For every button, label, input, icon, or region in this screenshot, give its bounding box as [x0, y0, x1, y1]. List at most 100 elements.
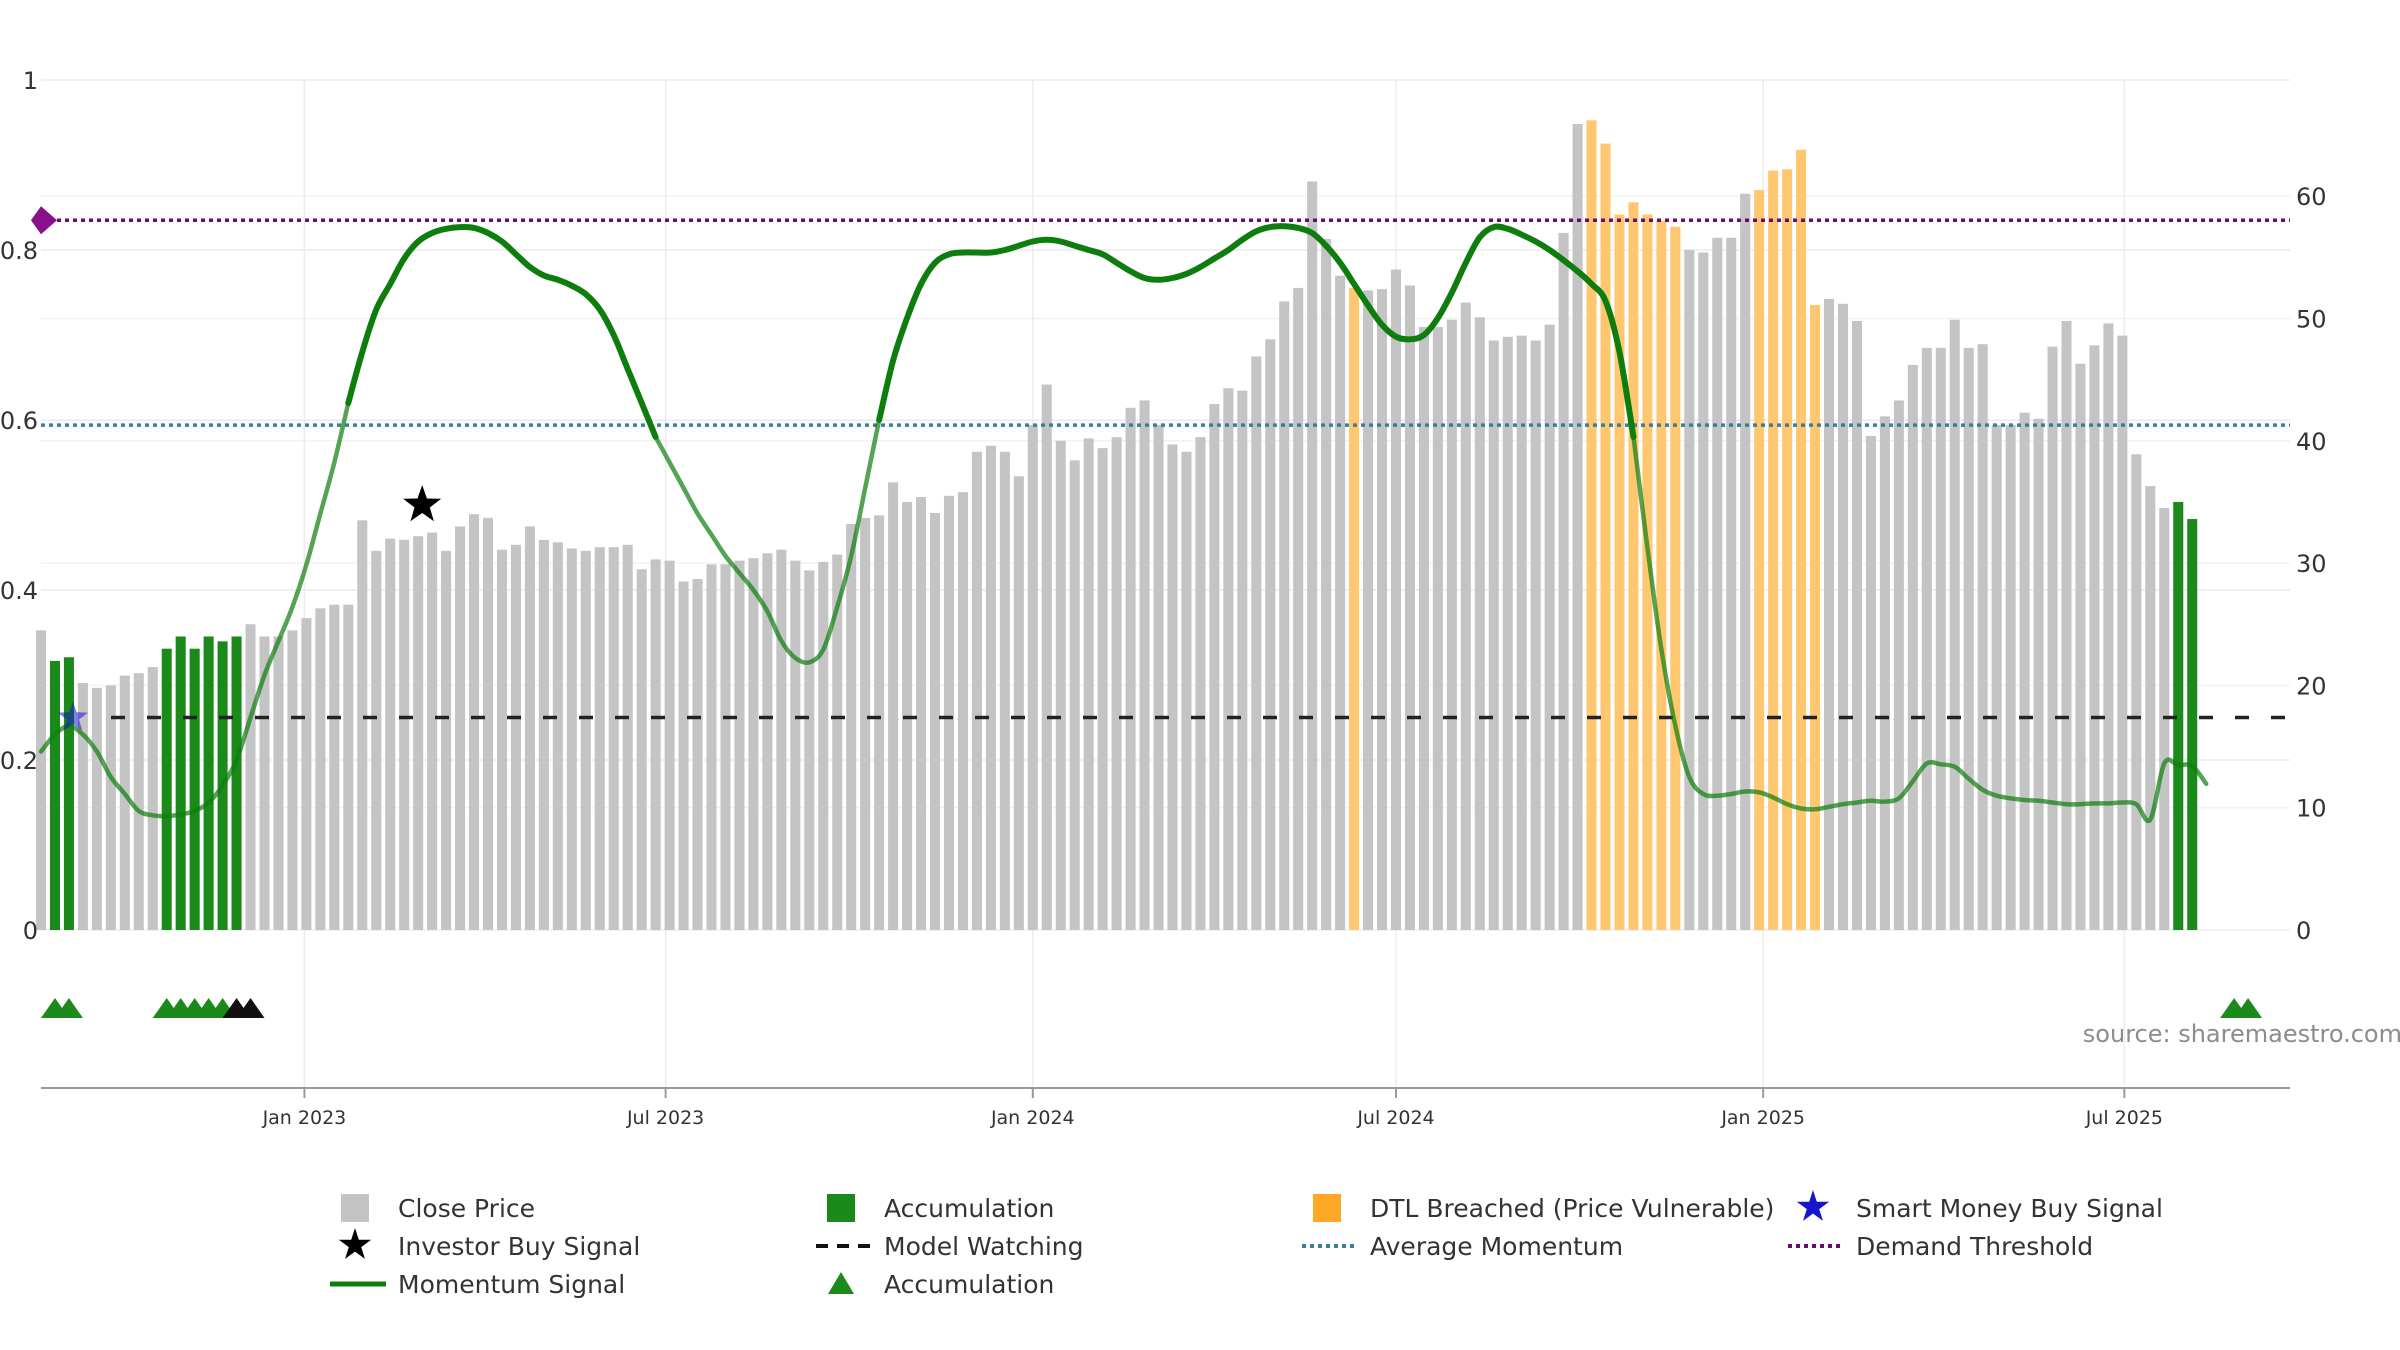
close-price-bar: [594, 547, 605, 930]
close-price-bar: [846, 523, 857, 930]
right-tick-label: 40: [2296, 428, 2327, 456]
close-price-bar: [1013, 476, 1024, 930]
accumulation-bar: [189, 648, 200, 930]
close-price-bar: [1321, 238, 1332, 931]
dtl-breached-bar: [1642, 214, 1653, 931]
signal-markers: [57, 485, 442, 731]
close-price-bar: [762, 553, 773, 930]
right-tick-label: 60: [2296, 183, 2327, 211]
legend-item-model-watching: Model Watching: [816, 1228, 1084, 1264]
close-price-bar: [692, 578, 703, 930]
dtl-breached-bar: [1600, 143, 1611, 931]
close-price-bar: [1265, 339, 1276, 930]
reference-lines: [31, 206, 2290, 720]
right-tick-label: 30: [2296, 550, 2327, 578]
x-tick-label: Jul 2023: [626, 1107, 704, 1129]
close-price-bar: [1740, 193, 1751, 930]
dtl-breached-bar: [1754, 190, 1765, 930]
dtl-breached-bar: [1349, 287, 1360, 930]
legend-item-dtl-breached: DTL Breached (Price Vulnerable): [1302, 1190, 1774, 1226]
smart-money-buy-signal: [57, 701, 89, 731]
close-price-bar: [524, 526, 535, 930]
blue-star-icon: [1796, 1190, 1830, 1221]
close-price-bar: [399, 539, 410, 930]
legend-item-demand-threshold: Demand Threshold: [1788, 1228, 2093, 1264]
close-price-bar: [818, 561, 829, 930]
close-price-bar: [1041, 384, 1052, 931]
close-price-bar: [1544, 324, 1555, 930]
close-price-bar: [1893, 400, 1904, 930]
close-price-bar: [2131, 454, 2142, 930]
dtl-breached-bar: [1768, 170, 1779, 930]
close-price-bar: [1684, 250, 1695, 930]
close-price-bar: [35, 630, 47, 930]
investor-marker-triangle: [236, 998, 265, 1018]
close-price-bar: [510, 544, 521, 930]
accumulation-bar: [63, 657, 74, 930]
close-price-bar: [943, 495, 955, 930]
close-price-bar: [929, 512, 941, 930]
close-price-bar: [1837, 303, 1849, 930]
close-price-bar: [1474, 317, 1485, 930]
accumulation-bar: [2173, 501, 2184, 930]
left-tick-label: 0.6: [0, 407, 38, 435]
marker-lane: [40, 998, 2263, 1018]
legend-label: Demand Threshold: [1856, 1231, 2094, 1261]
close-price-bar: [469, 514, 480, 930]
close-price-bar: [1572, 124, 1583, 930]
close-price-bar: [2103, 323, 2114, 930]
momentum-signal-line: [653, 417, 882, 665]
close-price-bar: [1195, 437, 1206, 930]
legend-label: Accumulation: [884, 1269, 1055, 1299]
close-price-bar: [999, 451, 1010, 930]
close-price-bar: [1865, 435, 1876, 930]
close-price-bar: [1488, 340, 1499, 930]
close-price-bar: [455, 526, 466, 930]
close-price-bar: [1698, 252, 1709, 930]
dtl-breached-bar: [1782, 169, 1793, 930]
accumulation-marker-triangle: [2234, 998, 2263, 1018]
close-price-bar: [133, 673, 144, 930]
legend-label: Model Watching: [884, 1231, 1084, 1261]
legend-label: DTL Breached (Price Vulnerable): [1370, 1193, 1775, 1223]
close-price-bar: [1097, 448, 1108, 930]
close-price-bar: [1823, 298, 1835, 930]
legend-item-close-price: Close Price: [330, 1190, 535, 1226]
close-price-bar: [1460, 302, 1471, 930]
close-price-bar: [1907, 364, 1918, 931]
momentum-signal-line: [876, 223, 1637, 440]
close-price-bar: [1125, 407, 1136, 930]
green-triangle-icon: [828, 1272, 854, 1294]
close-price-bar: [1251, 356, 1262, 931]
close-price-bar: [2061, 320, 2072, 930]
close-price-bar: [1279, 301, 1290, 930]
legend-label: Momentum Signal: [398, 1269, 626, 1299]
momentum-signal-line: [38, 400, 351, 819]
right-tick-label: 20: [2296, 672, 2327, 700]
accumulation-bar: [49, 660, 60, 930]
close-price-bar: [1418, 327, 1429, 930]
green-line-icon: [330, 1281, 386, 1287]
close-price-bar: [860, 517, 871, 930]
close-price-bar: [1851, 320, 1862, 930]
legend-item-accumulation: Accumulation: [816, 1190, 1054, 1226]
dtl-breached-bar: [1656, 220, 1667, 931]
close-price-bar: [636, 569, 647, 930]
close-price-bar: [427, 532, 438, 930]
close-price-bar: [552, 542, 563, 930]
close-price-bar: [1516, 335, 1527, 930]
close-price-bar: [1027, 424, 1038, 930]
close-price-bar: [273, 636, 284, 930]
close-price-bar: [2047, 346, 2058, 930]
black-star-icon: [338, 1228, 372, 1259]
legend-label: Smart Money Buy Signal: [1856, 1193, 2163, 1223]
left-tick-label: 1: [23, 67, 38, 95]
close-price-bar: [720, 564, 731, 930]
close-price-bar: [1991, 424, 2002, 930]
legend-item-momentum-signal: Momentum Signal: [330, 1266, 625, 1302]
legend-label: Accumulation: [884, 1193, 1055, 1223]
legend-label: Close Price: [398, 1193, 536, 1223]
accumulation-bar: [175, 636, 186, 930]
close-price-bar: [245, 624, 256, 930]
dtl-breached-bar: [1670, 226, 1681, 931]
